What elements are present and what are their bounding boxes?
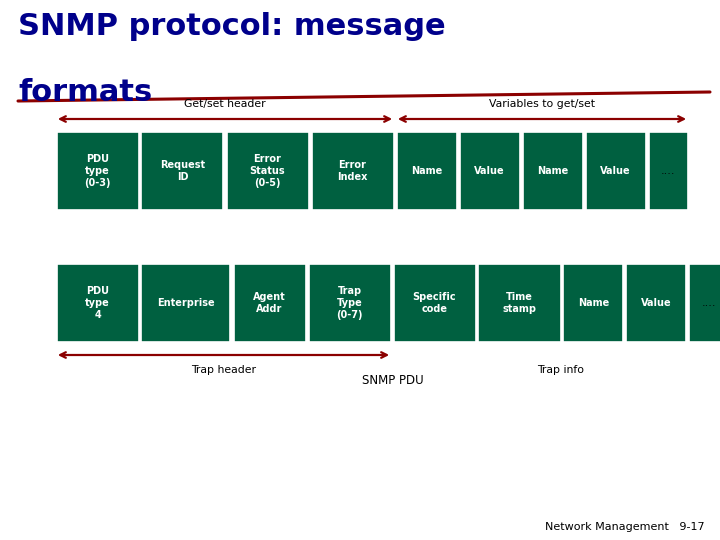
Text: SNMP PDU: SNMP PDU xyxy=(361,374,423,387)
Bar xyxy=(649,132,688,210)
Text: Name: Name xyxy=(578,298,609,308)
Text: Value: Value xyxy=(600,166,631,176)
Text: Time
stamp: Time stamp xyxy=(503,292,536,314)
Text: PDU
type
4: PDU type 4 xyxy=(85,286,110,320)
Bar xyxy=(233,264,305,342)
Bar xyxy=(308,264,390,342)
Text: Trap header: Trap header xyxy=(191,365,256,375)
Text: Value: Value xyxy=(474,166,505,176)
Bar xyxy=(312,132,394,210)
Text: ....: .... xyxy=(702,298,716,308)
Bar xyxy=(56,264,138,342)
Text: Request
ID: Request ID xyxy=(160,160,205,182)
Bar xyxy=(523,132,582,210)
Text: Network Management   9-17: Network Management 9-17 xyxy=(545,522,705,532)
Text: Trap info: Trap info xyxy=(538,365,585,375)
Text: formats: formats xyxy=(18,78,152,107)
Text: Value: Value xyxy=(642,298,672,308)
Bar xyxy=(394,264,475,342)
Text: Name: Name xyxy=(537,166,568,176)
Bar xyxy=(585,132,646,210)
Bar xyxy=(564,264,624,342)
Text: Error
Index: Error Index xyxy=(337,160,368,182)
Text: ....: .... xyxy=(661,166,675,176)
Bar xyxy=(397,132,456,210)
Text: Error
Status
(0-5): Error Status (0-5) xyxy=(250,154,285,187)
Bar xyxy=(56,132,138,210)
Text: Name: Name xyxy=(411,166,442,176)
Text: Agent
Addr: Agent Addr xyxy=(253,292,286,314)
Bar xyxy=(690,264,720,342)
Text: PDU
type
(0-3): PDU type (0-3) xyxy=(84,154,111,187)
Bar xyxy=(142,264,230,342)
Text: Enterprise: Enterprise xyxy=(157,298,215,308)
Bar xyxy=(142,132,223,210)
Bar xyxy=(479,264,560,342)
Bar xyxy=(227,132,308,210)
Text: Specific
code: Specific code xyxy=(413,292,456,314)
Text: Trap
Type
(0-7): Trap Type (0-7) xyxy=(336,286,363,320)
Text: SNMP protocol: message: SNMP protocol: message xyxy=(18,12,446,41)
Bar xyxy=(626,264,686,342)
Text: Get/set header: Get/set header xyxy=(184,99,266,109)
Text: Variables to get/set: Variables to get/set xyxy=(489,99,595,109)
Bar xyxy=(459,132,520,210)
